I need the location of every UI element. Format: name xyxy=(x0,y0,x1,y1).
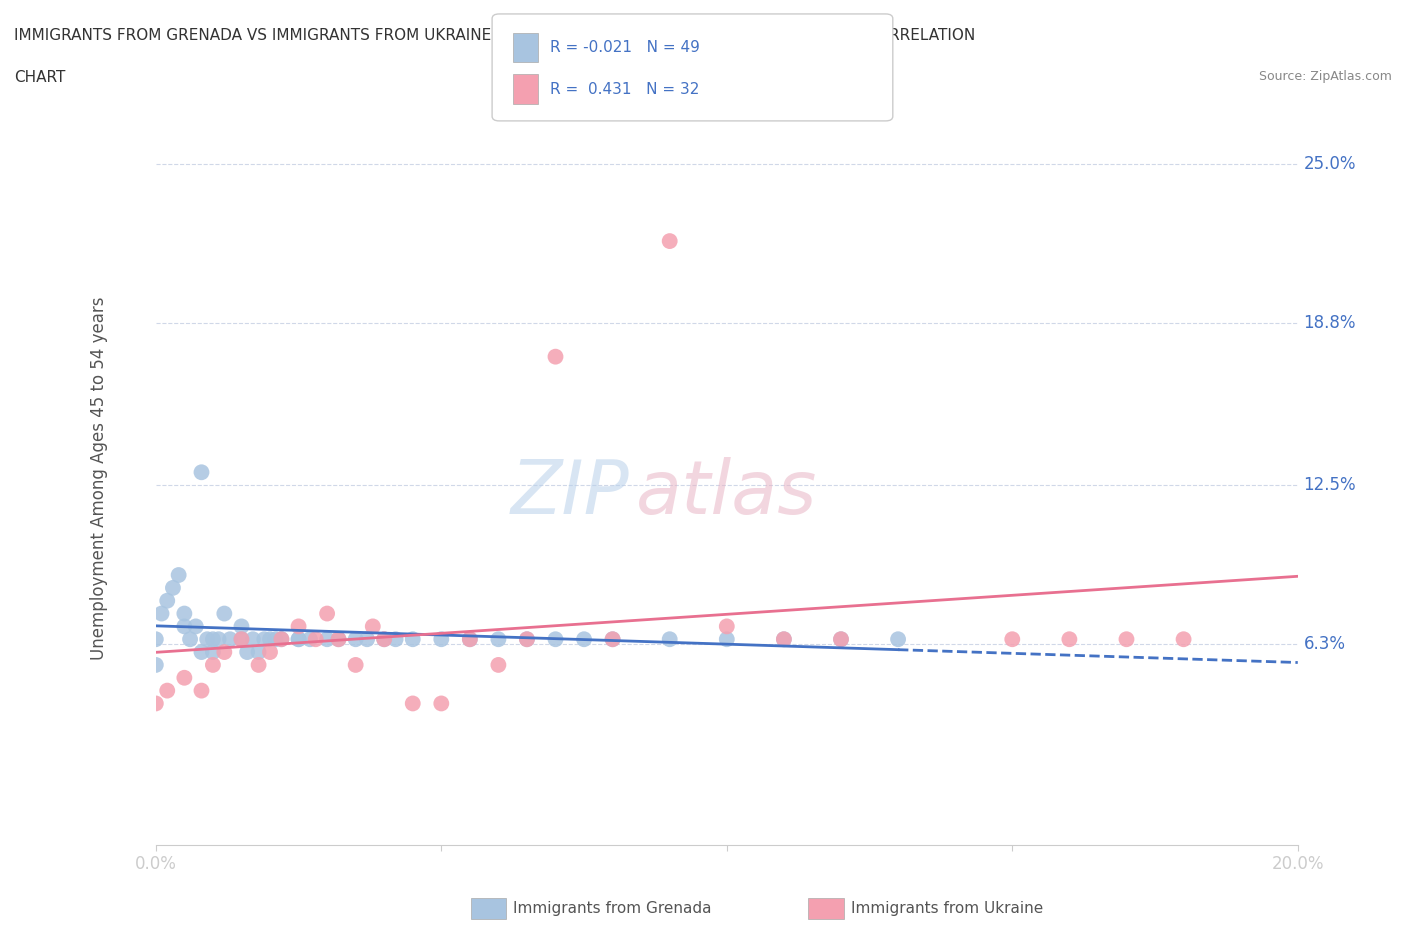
Point xyxy=(270,631,292,646)
Point xyxy=(264,631,287,646)
Point xyxy=(373,631,395,646)
Point xyxy=(716,631,738,646)
Point xyxy=(207,631,229,646)
Point xyxy=(773,631,796,646)
Point xyxy=(344,658,367,672)
Point xyxy=(316,606,339,621)
Point xyxy=(356,631,378,646)
Point xyxy=(716,619,738,634)
Point xyxy=(830,631,852,646)
Text: IMMIGRANTS FROM GRENADA VS IMMIGRANTS FROM UKRAINE UNEMPLOYMENT AMONG AGES 45 TO: IMMIGRANTS FROM GRENADA VS IMMIGRANTS FR… xyxy=(14,28,976,43)
Text: 12.5%: 12.5% xyxy=(1303,476,1357,494)
Point xyxy=(602,631,624,646)
Point xyxy=(328,631,350,646)
Point xyxy=(361,619,384,634)
Text: R = -0.021   N = 49: R = -0.021 N = 49 xyxy=(550,40,700,55)
Point xyxy=(516,631,538,646)
Point xyxy=(544,631,567,646)
Point xyxy=(402,696,425,711)
Point xyxy=(287,631,309,646)
Point xyxy=(1059,631,1081,646)
Point xyxy=(247,658,270,672)
Point xyxy=(259,644,281,659)
Point xyxy=(179,631,201,646)
Point xyxy=(231,631,253,646)
Point xyxy=(150,606,173,621)
Text: 25.0%: 25.0% xyxy=(1303,155,1355,173)
Point xyxy=(219,631,242,646)
Point xyxy=(287,631,309,646)
Point xyxy=(287,619,309,634)
Point xyxy=(1001,631,1024,646)
Point xyxy=(305,631,328,646)
Point xyxy=(572,631,595,646)
Point xyxy=(430,631,453,646)
Point xyxy=(384,631,406,646)
Text: 18.8%: 18.8% xyxy=(1303,314,1355,332)
Point xyxy=(486,631,509,646)
Point xyxy=(195,631,218,646)
Point xyxy=(298,631,321,646)
Point xyxy=(156,593,179,608)
Text: ZIP: ZIP xyxy=(510,458,630,529)
Point xyxy=(236,644,259,659)
Point xyxy=(214,644,236,659)
Point xyxy=(145,696,167,711)
Point xyxy=(430,696,453,711)
Text: Unemployment Among Ages 45 to 54 years: Unemployment Among Ages 45 to 54 years xyxy=(90,297,108,660)
Point xyxy=(259,631,281,646)
Text: Immigrants from Ukraine: Immigrants from Ukraine xyxy=(851,901,1043,916)
Point xyxy=(402,631,425,646)
Point xyxy=(242,631,264,646)
Point xyxy=(658,631,681,646)
Point xyxy=(167,567,190,582)
Point xyxy=(145,658,167,672)
Point xyxy=(162,580,184,595)
Point xyxy=(658,233,681,248)
Point xyxy=(173,606,195,621)
Point xyxy=(190,644,212,659)
Point xyxy=(190,684,212,698)
Point xyxy=(602,631,624,646)
Point xyxy=(887,631,910,646)
Text: Source: ZipAtlas.com: Source: ZipAtlas.com xyxy=(1258,70,1392,83)
Point xyxy=(201,658,224,672)
Text: 6.3%: 6.3% xyxy=(1303,635,1346,654)
Point xyxy=(156,684,179,698)
Text: Immigrants from Grenada: Immigrants from Grenada xyxy=(513,901,711,916)
Point xyxy=(458,631,481,646)
Point xyxy=(247,644,270,659)
Point xyxy=(214,606,236,621)
Point xyxy=(830,631,852,646)
Point xyxy=(328,631,350,646)
Point xyxy=(316,631,339,646)
Point xyxy=(486,658,509,672)
Point xyxy=(1115,631,1137,646)
Point xyxy=(190,465,212,480)
Point xyxy=(145,631,167,646)
Point xyxy=(544,350,567,365)
Point xyxy=(270,631,292,646)
Text: CHART: CHART xyxy=(14,70,66,85)
Point xyxy=(173,619,195,634)
Point xyxy=(173,671,195,685)
Point xyxy=(516,631,538,646)
Point xyxy=(773,631,796,646)
Point xyxy=(1173,631,1195,646)
Point xyxy=(231,619,253,634)
Point xyxy=(344,631,367,646)
Text: R =  0.431   N = 32: R = 0.431 N = 32 xyxy=(550,82,699,97)
Point xyxy=(201,644,224,659)
Point xyxy=(184,619,207,634)
Point xyxy=(373,631,395,646)
Point xyxy=(201,631,224,646)
Point xyxy=(231,631,253,646)
Text: atlas: atlas xyxy=(636,458,817,529)
Point xyxy=(458,631,481,646)
Point xyxy=(253,631,276,646)
